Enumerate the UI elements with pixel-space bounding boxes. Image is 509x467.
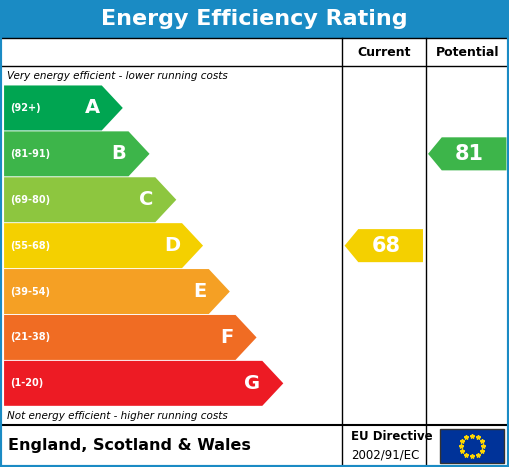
Text: C: C <box>139 190 153 209</box>
Text: G: G <box>244 374 260 393</box>
Text: Energy Efficiency Rating: Energy Efficiency Rating <box>101 9 408 29</box>
Polygon shape <box>428 137 506 170</box>
Text: F: F <box>220 328 234 347</box>
Text: 2002/91/EC: 2002/91/EC <box>351 449 419 462</box>
Polygon shape <box>4 315 257 360</box>
Text: EU Directive: EU Directive <box>351 430 433 443</box>
Text: Potential: Potential <box>436 46 499 59</box>
Text: (55-68): (55-68) <box>10 241 50 251</box>
Bar <box>0 425 509 467</box>
Polygon shape <box>4 269 230 314</box>
Polygon shape <box>4 361 284 406</box>
Text: (21-38): (21-38) <box>10 333 50 342</box>
Text: A: A <box>84 99 100 117</box>
Text: (39-54): (39-54) <box>10 287 50 297</box>
Text: (69-80): (69-80) <box>10 195 50 205</box>
Polygon shape <box>4 85 123 130</box>
Text: Very energy efficient - lower running costs: Very energy efficient - lower running co… <box>7 71 228 81</box>
Text: D: D <box>164 236 180 255</box>
Text: Not energy efficient - higher running costs: Not energy efficient - higher running co… <box>7 410 228 421</box>
Text: England, Scotland & Wales: England, Scotland & Wales <box>8 439 250 453</box>
Text: (1-20): (1-20) <box>10 378 43 389</box>
Text: 81: 81 <box>455 144 484 164</box>
Polygon shape <box>4 177 176 222</box>
Polygon shape <box>345 229 423 262</box>
Bar <box>0 38 509 425</box>
Polygon shape <box>4 223 203 268</box>
Text: (92+): (92+) <box>10 103 41 113</box>
Bar <box>0 0 509 38</box>
Bar <box>440 429 504 463</box>
Text: B: B <box>112 144 127 163</box>
Text: 68: 68 <box>372 236 401 255</box>
Text: (81-91): (81-91) <box>10 149 50 159</box>
Polygon shape <box>4 131 150 177</box>
Text: E: E <box>193 282 207 301</box>
Text: Current: Current <box>357 46 411 59</box>
